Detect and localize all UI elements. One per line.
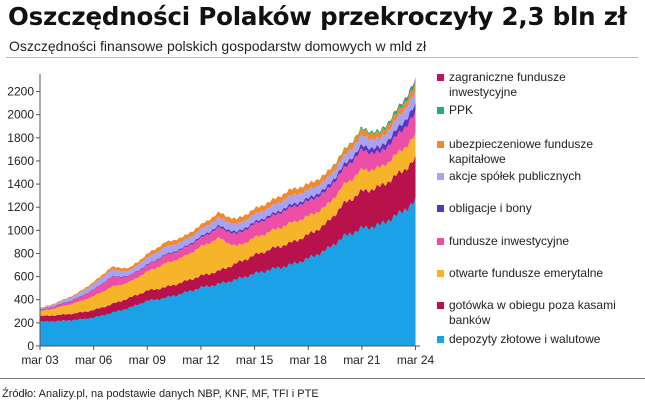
legend-label: otwarte fundusze emerytalne (449, 266, 603, 280)
legend-swatch (437, 302, 444, 309)
x-tick-label: mar 03 (21, 353, 59, 367)
y-tick-label: 0 (27, 339, 34, 353)
chart-legend: zagraniczne fundusze inwestycyjne PPK ubezp… (437, 70, 616, 346)
source-divider (0, 378, 645, 379)
legend-swatch (437, 141, 444, 148)
chart-areas (40, 77, 416, 346)
area-1 (40, 197, 416, 346)
x-tick-label: mar 06 (75, 353, 113, 367)
y-tick-label: 1000 (7, 223, 34, 237)
legend-swatch (437, 107, 444, 114)
legend-swatch (437, 270, 444, 277)
legend-label: akcje spółek publicznych (449, 169, 581, 183)
x-tick-label: mar 09 (129, 353, 167, 367)
y-tick-label: 2000 (7, 108, 34, 122)
x-tick-label: mar 24 (397, 353, 435, 367)
y-tick-label: 200 (14, 316, 34, 330)
legend-swatch (437, 238, 444, 245)
x-tick-label: mar 18 (290, 353, 328, 367)
legend-label: gotówka w obiegu poza kasami banków (449, 298, 616, 327)
y-tick-label: 1600 (7, 154, 34, 168)
legend-swatch (437, 336, 444, 343)
legend-label: depozyty złotowe i walutowe (449, 332, 601, 346)
legend-label: PPK (449, 103, 473, 117)
legend-label: fundusze inwestycyjne (449, 234, 569, 248)
chart-title: Oszczędności Polaków przekroczyły 2,3 bl… (8, 2, 627, 31)
y-tick-label: 400 (14, 293, 34, 307)
x-tick-label: mar 21 (343, 353, 381, 367)
legend-label: obligacje i bony (449, 201, 532, 215)
y-tick-label: 1400 (7, 177, 34, 191)
y-tick-label: 800 (14, 246, 34, 260)
subtitle-divider (6, 57, 638, 58)
y-tick-label: 2200 (7, 85, 34, 99)
legend-swatch (437, 74, 444, 81)
source-note: Źródło: Analizy.pl, na podstawie danych … (2, 388, 319, 400)
x-tick-label: mar 15 (236, 353, 274, 367)
chart-subtitle: Oszczędności finansowe polskich gospodar… (9, 38, 427, 54)
legend-label: zagraniczne fundusze inwestycyjne (449, 70, 566, 99)
stacked-area-chart: 0 200 400 600 800 1000 1200 1400 1600 1800 2000 220… (7, 70, 616, 367)
y-tick-label: 600 (14, 270, 34, 284)
area-2 (40, 155, 416, 322)
legend-swatch (437, 205, 444, 212)
x-tick-label: mar 12 (182, 353, 220, 367)
y-tick-label: 1200 (7, 200, 34, 214)
legend-swatch (437, 173, 444, 180)
y-tick-label: 1800 (7, 131, 34, 145)
chart-axes: 0 200 400 600 800 1000 1200 1400 1600 1800 2000 220… (7, 74, 435, 367)
legend-label: ubezpieczeniowe fundusze kapitałowe (449, 137, 593, 166)
